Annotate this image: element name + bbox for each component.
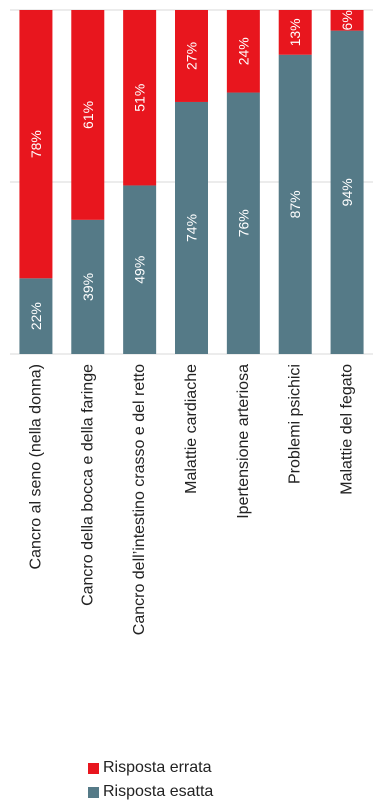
legend-swatch-errata [88, 762, 99, 774]
category-label-5: Problemi psichici [287, 364, 304, 484]
bar-errata-0 [19, 10, 53, 279]
legend-swatch-esatta [88, 786, 99, 798]
category-label-2: Cancro dell’intestino crasso e del retto [131, 364, 148, 635]
data-label-errata-4: 24% [235, 37, 251, 65]
bar-errata-4 [226, 10, 260, 93]
category-label-3: Malattie cardiache [183, 364, 200, 494]
category-label-1: Cancro della bocca e della faringe [79, 364, 96, 606]
data-label-errata-5: 13% [287, 18, 303, 46]
legend-label-errata: Risposta errata [103, 759, 212, 776]
category-label-4: Ipertensione arteriosa [235, 364, 252, 519]
data-label-errata-0: 78% [28, 130, 44, 158]
data-label-esatta-5: 87% [287, 190, 303, 218]
data-label-esatta-3: 74% [184, 214, 200, 242]
bar-errata-2 [123, 10, 157, 186]
category-label-0: Cancro al seno (nella donna) [27, 364, 44, 569]
bar-esatta-5 [278, 54, 312, 354]
legend: Risposta errata Risposta esatta [88, 756, 213, 804]
data-label-errata-2: 51% [132, 84, 148, 112]
bar-errata-3 [175, 10, 208, 102]
bar-esatta-4 [226, 92, 260, 354]
bar-esatta-1 [71, 219, 105, 354]
data-label-esatta-2: 49% [132, 256, 148, 284]
bar-esatta-3 [175, 101, 208, 355]
data-label-esatta-4: 76% [235, 209, 251, 237]
data-label-esatta-0: 22% [28, 302, 44, 330]
stacked-bar-chart: 22% 78% Cancro al seno (nella donna) 39% 61%… [10, 9, 373, 635]
data-label-errata-6: 6% [339, 10, 355, 30]
data-label-esatta-6: 94% [339, 178, 355, 206]
data-label-errata-1: 61% [80, 101, 96, 129]
bar-esatta-6 [330, 30, 364, 354]
bar-esatta-0 [19, 278, 53, 354]
category-label-6: Malattie del fegato [339, 364, 356, 495]
legend-item-esatta: Risposta esatta [88, 780, 213, 804]
legend-label-esatta: Risposta esatta [103, 783, 214, 800]
bar-errata-6 [330, 10, 364, 31]
bar-errata-5 [278, 10, 312, 55]
legend-item-errata: Risposta errata [88, 756, 213, 780]
bar-errata-1 [71, 10, 105, 220]
data-label-esatta-1: 39% [80, 273, 96, 301]
bar-esatta-2 [123, 185, 157, 354]
data-label-errata-3: 27% [184, 42, 200, 70]
